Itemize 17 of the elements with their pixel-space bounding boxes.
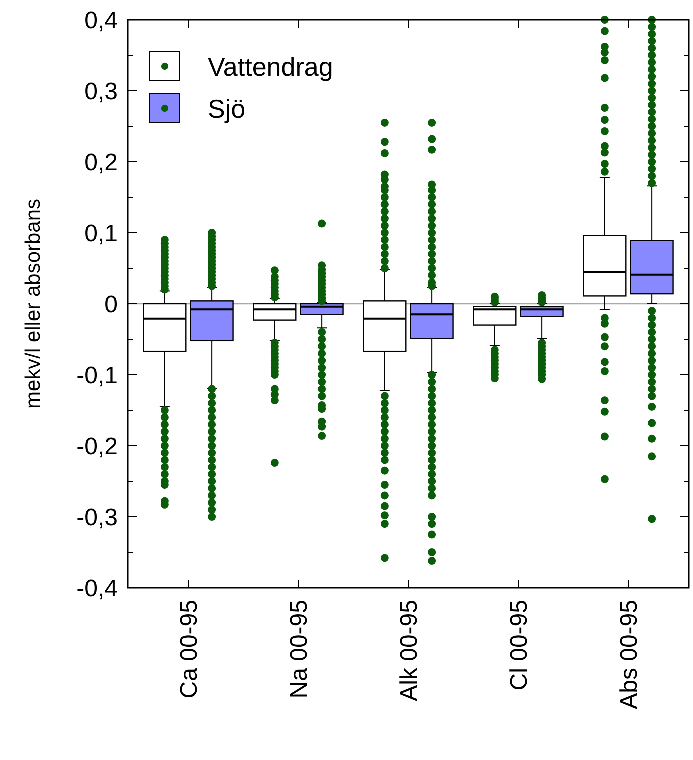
x-tick-label: Cl 00-95 [506, 600, 533, 691]
y-axis-title: mekv/l eller absorbans [22, 198, 45, 410]
y-tick-label: 0,1 [84, 220, 118, 248]
legend-label: Sjö [208, 94, 246, 124]
legend-label: Vattendrag [208, 52, 334, 82]
y-tick-label: -0,4 [76, 575, 118, 602]
y-tick-label: -0,3 [76, 504, 118, 532]
x-tick-label: Abs 00-95 [616, 600, 643, 710]
y-tick-label: 0 [104, 291, 118, 318]
x-tick-label: Na 00-95 [286, 600, 313, 699]
y-tick-label: 0,2 [84, 149, 118, 176]
y-tick-label: 0,4 [84, 7, 118, 34]
y-tick-label: 0,3 [84, 78, 118, 106]
y-tick-label: -0,1 [76, 362, 118, 390]
x-tick-label: Ca 00-95 [176, 600, 203, 699]
x-tick-label: Alk 00-95 [396, 600, 423, 702]
y-tick-label: -0,2 [76, 433, 118, 460]
